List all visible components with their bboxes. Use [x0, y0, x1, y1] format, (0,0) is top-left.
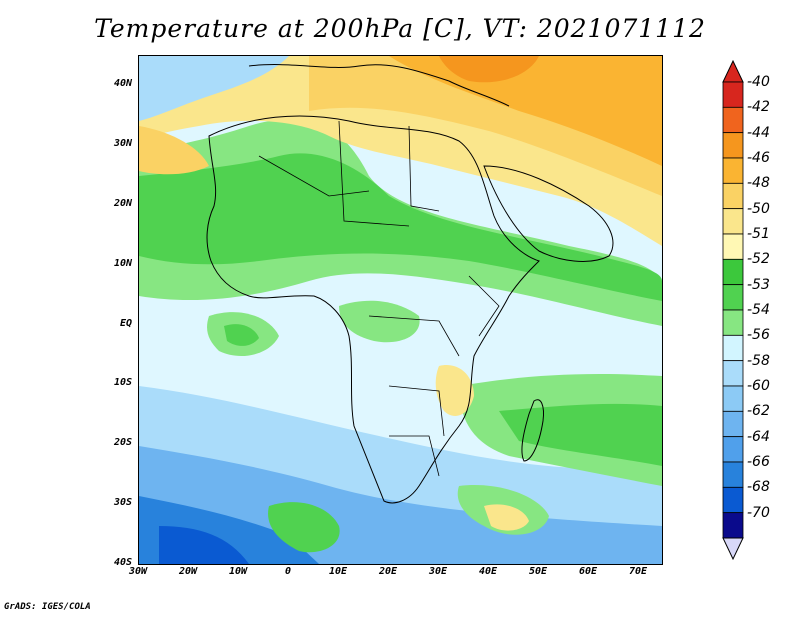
colorbar-box	[722, 461, 744, 488]
colorbar-label: -48	[747, 175, 770, 192]
colorbar-label: -46	[747, 150, 770, 166]
lat-label: 40S	[113, 557, 132, 568]
colorbar-label: -56	[747, 327, 770, 344]
colorbar	[722, 60, 744, 560]
lat-label: 10N	[113, 258, 132, 269]
lat-label: 20S	[113, 437, 132, 448]
map-panel	[138, 55, 663, 565]
colorbar-label: -64	[747, 428, 770, 445]
lat-label: 40N	[113, 78, 132, 89]
lat-label: 30S	[113, 497, 132, 508]
colorbar-label: -62	[747, 403, 770, 420]
lon-label: 60E	[578, 566, 598, 577]
lat-label: 10S	[113, 377, 132, 388]
lon-label: 0	[284, 566, 292, 577]
colorbar-label: -54	[747, 302, 770, 318]
lon-label: 70E	[628, 566, 648, 577]
lat-label: 20N	[113, 198, 132, 209]
colorbar-label: -53	[747, 276, 770, 293]
lat-label: 30N	[113, 138, 132, 149]
colorbar-box	[722, 360, 744, 387]
colorbar-bottom-arrow	[722, 537, 744, 560]
colorbar-label: -40	[747, 74, 770, 90]
colorbar-label: -58	[747, 352, 770, 369]
colorbar-label: -42	[747, 99, 770, 116]
colorbar-box	[722, 106, 744, 134]
lat-label: EQ	[119, 318, 132, 329]
temperature-field	[139, 56, 662, 564]
lon-label: 40E	[478, 566, 498, 577]
colorbar-box	[722, 233, 744, 260]
colorbar-box	[722, 284, 744, 311]
colorbar-box	[722, 208, 744, 235]
colorbar-label: -51	[747, 226, 770, 242]
colorbar-box	[722, 410, 744, 438]
colorbar-box	[722, 309, 744, 336]
lon-label: 10E	[328, 566, 348, 577]
colorbar-box	[722, 258, 744, 286]
colorbar-label: -52	[747, 251, 770, 268]
colorbar-box	[722, 132, 744, 159]
lon-label: 10W	[228, 566, 248, 577]
lon-label: 30W	[128, 566, 148, 577]
colorbar-box	[722, 385, 744, 412]
colorbar-box	[722, 182, 744, 210]
colorbar-top-arrow	[722, 60, 744, 83]
colorbar-label: -70	[747, 504, 770, 521]
colorbar-box	[722, 512, 744, 539]
colorbar-box	[722, 486, 744, 514]
colorbar-box	[722, 157, 744, 184]
colorbar-label: -68	[747, 479, 770, 496]
map-title: Temperature at 200hPa [C], VT: 202107111…	[94, 14, 706, 43]
colorbar-box	[722, 334, 744, 362]
colorbar-label: -44	[747, 124, 770, 141]
lon-label: 50E	[528, 566, 548, 577]
colorbar-box	[722, 81, 744, 108]
colorbar-label: -50	[747, 200, 770, 217]
grads-credit: GrADS: IGES/COLA	[4, 602, 91, 612]
colorbar-label: -66	[747, 454, 770, 470]
lon-label: 20W	[178, 566, 198, 577]
colorbar-label: -60	[747, 378, 770, 394]
lon-label: 30E	[428, 566, 448, 577]
colorbar-box	[722, 436, 744, 463]
lon-label: 20E	[378, 566, 398, 577]
